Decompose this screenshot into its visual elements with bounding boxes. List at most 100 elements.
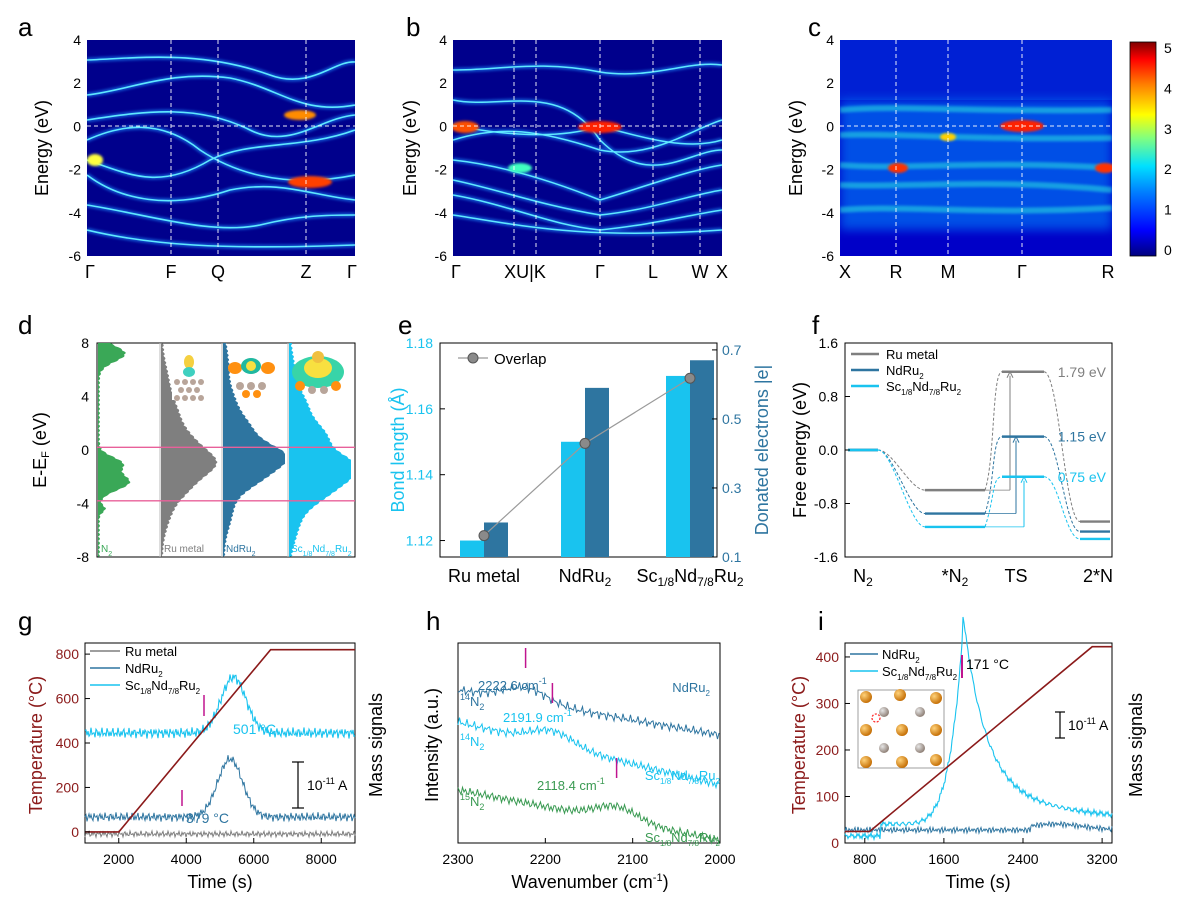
d-ytick-3: -4 (77, 496, 90, 512)
e-bar-donated-electrons-1 (585, 387, 609, 557)
e-ytick-right-1: 0.5 (722, 411, 742, 427)
c-kpoint-3: Γ (1017, 262, 1027, 282)
i-frame (844, 642, 1113, 844)
g-legend-label-1: NdRu2 (125, 661, 163, 679)
h-xtick-3: 2000 (704, 851, 735, 867)
g-series-ru-metal (84, 829, 356, 840)
colorbar (1129, 41, 1157, 257)
d-column-label-2: NdRu2 (226, 544, 256, 558)
d-dos-area-3 (289, 343, 351, 557)
c-kpoint-1: R (890, 262, 903, 282)
i-legend-label-0: NdRu2 (882, 647, 920, 665)
h-isotope-label-0: 14N2 (460, 692, 484, 712)
i-series-sc-ndru2 (844, 616, 1113, 842)
h-isotope-label-2: 15N2 (460, 792, 484, 812)
i-xlabel: Time (s) (945, 872, 1010, 892)
c-ylabel: Energy (eV) (786, 100, 806, 196)
h-peak-label-2: 2118.4 cm-1 (537, 776, 605, 793)
f-connector-0-0 (877, 449, 926, 491)
panel-label-i: i (818, 606, 824, 636)
i-xtick-1: 1600 (928, 851, 959, 867)
e-ytick-left-2: 1.14 (406, 467, 433, 483)
a-ytick-5: -6 (69, 248, 82, 264)
h-xtick-2: 2100 (617, 851, 648, 867)
f-xlabel-2: TS (1004, 566, 1027, 586)
h-xtick-0: 2300 (442, 851, 473, 867)
sc-ndru2-structure-inset (292, 351, 344, 394)
i-ytick-0: 400 (816, 649, 840, 665)
h-peak-label-0: 2222.6 cm-1 (478, 676, 547, 693)
c-ytick-4: -4 (822, 205, 835, 221)
d-dos-area-2 (223, 343, 285, 557)
g-annotation-379: 379 °C (186, 810, 229, 826)
panel-label-g: g (18, 606, 32, 636)
colorbar-tick-5: 0 (1164, 242, 1172, 258)
d-dos-area-1 (161, 343, 218, 557)
b-kpoint-4: W (692, 262, 709, 282)
ndru2-structure-inset (228, 358, 275, 398)
d-column-label-0: N2 (101, 544, 112, 558)
e-xlabel-2: Sc1/8Nd7/8Ru2 (636, 566, 743, 589)
a-ytick-2: 0 (73, 118, 81, 134)
panel-d: 8 4 0 -4 -8 E-EF (eV) N2 Ru metal NdRu2 Sc1/8Nd… (30, 335, 356, 565)
f-legend-label-0: Ru metal (886, 347, 938, 362)
f-ytick-3: -0.8 (814, 496, 838, 512)
b-ytick-4: -4 (435, 205, 448, 221)
g-xtick-3: 8000 (306, 851, 337, 867)
d-ytick-0: 8 (81, 335, 89, 351)
f-barrier-label-1: 1.15 eV (1058, 429, 1107, 445)
f-barrier-label-2: 0.75 eV (1058, 469, 1107, 485)
i-scale-bar: 10-11 A (1055, 711, 1109, 739)
g-ytick-0: 800 (56, 646, 80, 662)
f-connector-2-0 (877, 449, 926, 528)
panel-i: 400 300 200 100 0 800 1600 2400 3200 NdRu2Sc1/8… (789, 616, 1146, 892)
a-ytick-1: 2 (73, 75, 81, 91)
colorbar-tick-1: 4 (1164, 80, 1172, 96)
g-legend-label-0: Ru metal (125, 644, 177, 659)
panel-f: 1.79 eV1.15 eV0.75 eV 1.60.80.0-0.8-1.6 … (790, 335, 1113, 589)
g-scale-bar-label: 10-11 A (307, 776, 348, 793)
i-xtick-0: 800 (853, 851, 877, 867)
f-connector-1-0 (877, 449, 926, 515)
f-legend-label-1: NdRu2 (886, 363, 924, 381)
colorbar-tick-0: 5 (1164, 40, 1172, 56)
h-series-name-1: Sc1/8Nd7/8Ru2 (645, 768, 721, 786)
d-dos-area-0 (98, 343, 131, 557)
c-kpoint-2: M (941, 262, 956, 282)
d-ylabel: E-EF (eV) (30, 412, 52, 488)
f-connector-1-2 (1043, 436, 1081, 533)
e-bar-bond-length-1 (561, 441, 585, 557)
i-ytick-2: 200 (816, 742, 840, 758)
c-ytick-1: 2 (826, 75, 834, 91)
e-legend-label: Overlap (494, 351, 547, 368)
panel-label-e: e (398, 310, 412, 340)
e-ytick-right-2: 0.3 (722, 480, 742, 496)
a-ytick-3: -2 (69, 162, 82, 178)
c-ytick-2: 0 (826, 118, 834, 134)
g-xtick-0: 2000 (103, 851, 134, 867)
i-annotation-171: 171 °C (966, 656, 1009, 672)
i-xtick-2: 2400 (1007, 851, 1038, 867)
panel-c: 4 2 0 -2 -4 -6 X R M Γ R Energy (eV) 5 4 3 2 1 0 (786, 32, 1172, 282)
f-barrier-arrowhead-0 (1006, 370, 1014, 378)
b-ytick-0: 4 (439, 32, 447, 48)
e-ytick-left-3: 1.12 (406, 533, 433, 549)
f-connector-1-1 (984, 436, 1003, 514)
g-xlabel: Time (s) (187, 872, 252, 892)
e-ytick-right-0: 0.7 (722, 342, 742, 358)
f-ytick-1: 0.8 (819, 389, 839, 405)
e-xlabel-1: NdRu2 (559, 566, 612, 589)
g-ylabel-right: Mass signals (366, 693, 386, 797)
f-legend-label-2: Sc1/8Nd7/8Ru2 (886, 379, 962, 397)
b-ytick-2: 0 (439, 118, 447, 134)
f-xlabel-0: N2 (853, 566, 873, 589)
g-scale-bar: 10-11 A (292, 761, 348, 809)
panel-label-f: f (812, 310, 820, 340)
h-frame (457, 642, 721, 844)
h-series-name-0: NdRu2 (672, 680, 710, 698)
e-bar-donated-electrons-0 (484, 522, 508, 557)
h-spectrum-0 (457, 681, 720, 740)
